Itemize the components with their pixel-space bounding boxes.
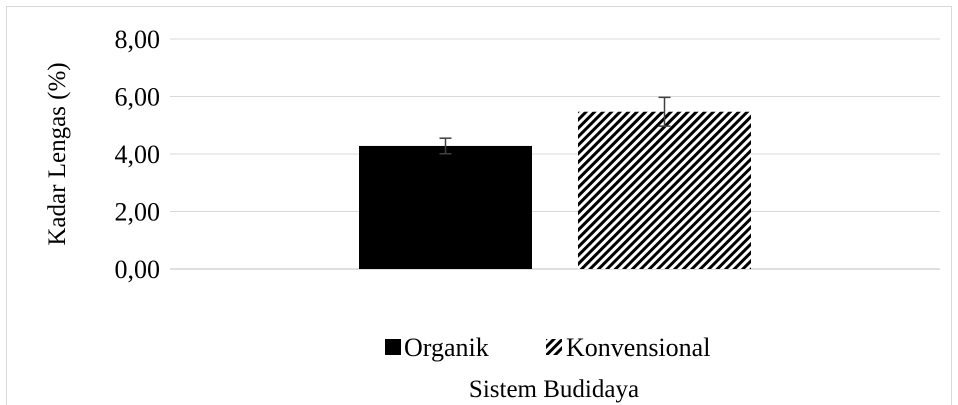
bar-organik [359,145,532,269]
y-tick-label: 4,00 [115,140,161,169]
y-tick-labels: 0,00 2,00 4,00 6,00 8,00 [115,25,161,284]
legend: Organik Konvensional [385,333,710,362]
error-bars [439,96,671,155]
y-tick-label: 0,00 [115,255,161,284]
bars [359,111,751,269]
legend-swatch-konvensional [546,339,562,355]
gridlines [170,38,940,270]
bar-konvensional [578,111,751,269]
y-tick-label: 2,00 [115,198,161,227]
legend-label-konvensional: Konvensional [566,333,710,362]
error-bar-organik [439,137,452,155]
x-axis-title: Sistem Budidaya [469,376,639,403]
y-tick-label: 6,00 [115,83,161,112]
y-tick-label: 8,00 [115,25,161,54]
legend-label-organik: Organik [404,333,489,362]
y-axis-title: Kadar Lengas (%) [44,62,71,245]
legend-swatch-organik [385,339,401,355]
error-bar-konvensional [658,96,671,127]
